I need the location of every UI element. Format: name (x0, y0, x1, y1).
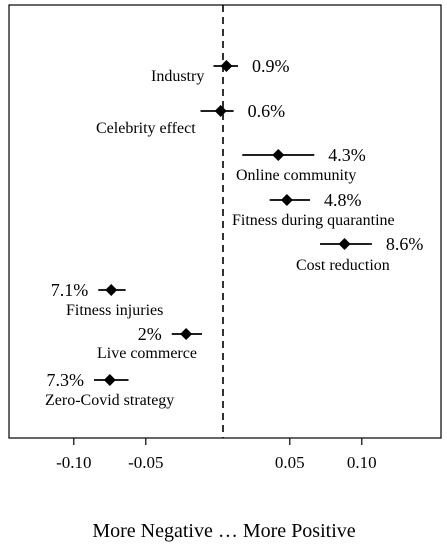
topic-label: Zero-Covid strategy (45, 392, 174, 409)
estimate-marks: 0.9% Industry 0.6% Celebrity effect 4.3% Onli… (45, 56, 423, 409)
topic-label: Industry (151, 68, 204, 85)
estimate-row: 7.3% Zero-Covid strategy (45, 370, 174, 409)
estimate-row: 8.6% Cost reduction (296, 234, 423, 274)
estimate-row: 4.3% Online community (236, 145, 366, 184)
estimate-row: 4.8% Fitness during quarantine (232, 190, 395, 229)
estimate-row: 0.6% Celebrity effect (96, 101, 285, 137)
estimate-row: 7.1% Fitness injuries (51, 280, 164, 319)
topic-label: Live commerce (97, 345, 197, 362)
x-axis-ticks: -0.10 -0.05 0.05 0.10 (56, 438, 377, 472)
x-axis-title: More Negative … More Positive (92, 520, 355, 542)
estimate-row: 2%Live commerce (97, 324, 202, 362)
share-label: 7.1% (51, 280, 89, 300)
share-label: 4.8% (324, 190, 362, 210)
x-tick-label: 0.05 (275, 453, 305, 472)
plot-frame (8, 4, 442, 439)
share-label: 7.3% (46, 370, 84, 390)
share-label: 8.6% (386, 234, 424, 254)
topic-label: Celebrity effect (96, 120, 196, 137)
estimate-point (272, 149, 285, 161)
estimate-point (105, 284, 118, 296)
topic-label: Cost reduction (296, 257, 390, 274)
x-tick-label: -0.10 (56, 453, 91, 472)
share-label: 2% (138, 324, 162, 344)
estimate-point (180, 328, 193, 340)
estimate-point (214, 105, 227, 117)
x-tick-label: -0.05 (128, 453, 163, 472)
estimate-point (280, 194, 293, 206)
share-label: 0.6% (248, 101, 286, 121)
estimate-row: 0.9% Industry (151, 56, 289, 85)
topic-label: Online community (236, 167, 356, 184)
estimate-point (338, 238, 351, 250)
share-label: 4.3% (328, 145, 366, 165)
share-label: 0.9% (252, 56, 290, 76)
topic-label: Fitness injuries (66, 302, 163, 319)
topic-label: Fitness during quarantine (232, 212, 395, 229)
estimate-point (220, 60, 233, 72)
estimate-point (103, 374, 116, 386)
x-tick-label: 0.10 (347, 453, 377, 472)
